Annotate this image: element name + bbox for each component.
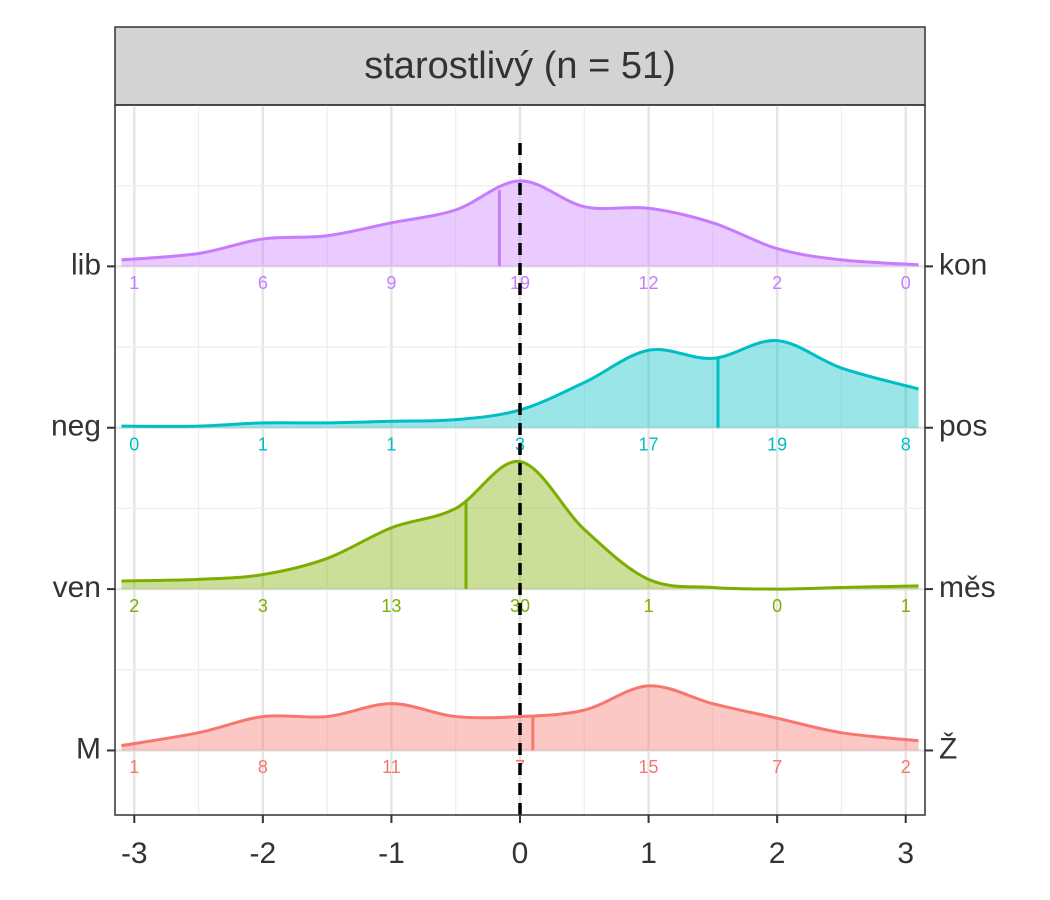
count-label: 1 bbox=[644, 596, 654, 616]
count-label: 2 bbox=[772, 273, 782, 293]
count-label: 8 bbox=[258, 757, 268, 777]
count-label: 1 bbox=[901, 596, 911, 616]
count-label: 13 bbox=[381, 596, 401, 616]
x-tick-label: 2 bbox=[769, 837, 786, 870]
ridge-area bbox=[121, 685, 919, 751]
count-label: 0 bbox=[772, 596, 782, 616]
x-tick-label: -2 bbox=[250, 837, 277, 870]
count-label: 15 bbox=[639, 757, 659, 777]
left-label: M bbox=[76, 732, 101, 765]
count-label: 3 bbox=[258, 596, 268, 616]
right-label: Ž bbox=[939, 732, 957, 765]
count-label: 1 bbox=[258, 434, 268, 454]
count-label: 11 bbox=[382, 757, 401, 777]
plot: 169191220011317198231330101181171572 bbox=[121, 143, 919, 815]
count-label: 19 bbox=[767, 434, 787, 454]
x-tick-label: 3 bbox=[897, 837, 914, 870]
count-label: 0 bbox=[901, 273, 911, 293]
right-label: měs bbox=[939, 571, 996, 604]
right-label: kon bbox=[939, 248, 987, 281]
count-label: 7 bbox=[772, 757, 782, 777]
chart-title: starostlivý (n = 51) bbox=[364, 45, 676, 87]
count-label: 6 bbox=[258, 273, 268, 293]
left-label: ven bbox=[53, 571, 101, 604]
count-label: 2 bbox=[901, 757, 911, 777]
strip bbox=[114, 26, 926, 106]
ridge-line bbox=[121, 460, 919, 591]
count-label: 12 bbox=[639, 273, 659, 293]
count-label: 2 bbox=[129, 596, 139, 616]
count-label: 1 bbox=[129, 757, 139, 777]
x-tick-label: -1 bbox=[378, 837, 405, 870]
x-tick-label: 1 bbox=[640, 837, 657, 870]
count-label: 8 bbox=[901, 434, 911, 454]
ridge-line bbox=[121, 179, 919, 267]
count-label: 1 bbox=[386, 434, 396, 454]
count-label: 17 bbox=[639, 434, 659, 454]
ridge-line bbox=[121, 684, 919, 748]
x-tick-label: 0 bbox=[512, 837, 529, 870]
right-label: pos bbox=[939, 410, 987, 443]
left-label: neg bbox=[51, 410, 101, 443]
x-tick-label: -3 bbox=[121, 837, 148, 870]
left-label: lib bbox=[71, 248, 101, 281]
count-label: 0 bbox=[129, 434, 139, 454]
count-label: 1 bbox=[129, 273, 139, 293]
count-label: 9 bbox=[386, 273, 396, 293]
